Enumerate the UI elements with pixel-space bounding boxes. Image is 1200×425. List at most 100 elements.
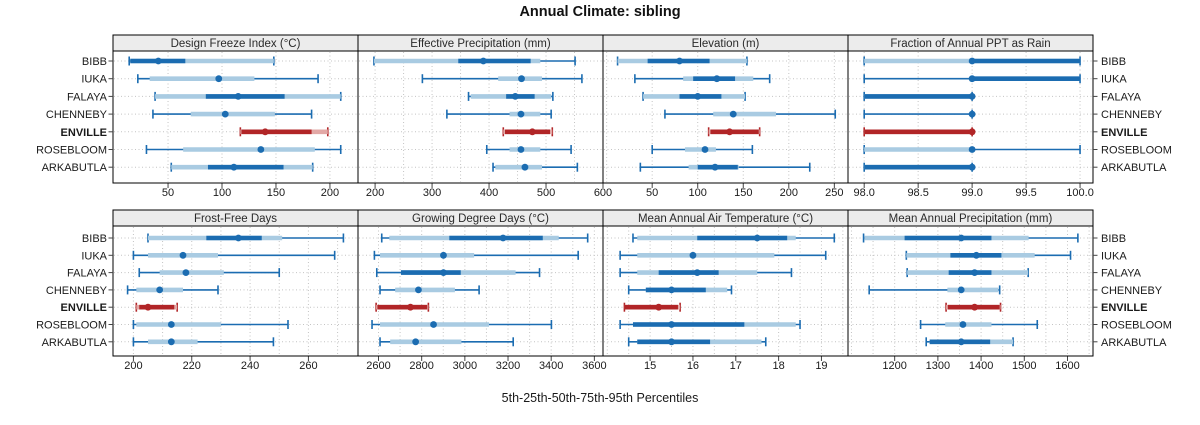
interval-row-falaya-3 xyxy=(863,91,976,101)
median-dot xyxy=(261,128,269,136)
axis-tick-label: 2600 xyxy=(366,360,390,372)
axis-tick-label: 100.0 xyxy=(1066,187,1094,199)
strip-title: Design Freeze Index (°C) xyxy=(171,38,301,50)
axis-tick-label: 1400 xyxy=(969,360,993,372)
interval-row-falaya-7 xyxy=(906,268,1029,278)
axis-tick-label: 3000 xyxy=(453,360,477,372)
median-dot xyxy=(729,110,737,118)
station-label-right-rosebloom: ROSEBLOOM xyxy=(1101,145,1172,157)
station-label-right-arkabutla: ARKABUTLA xyxy=(1101,162,1167,174)
station-label-right-iuka: IUKA xyxy=(1101,74,1127,86)
station-label-right-enville: ENVILLE xyxy=(1101,302,1147,314)
axis-tick-label: 98.0 xyxy=(853,187,874,199)
median-dot xyxy=(655,303,663,311)
axis-tick-label: 250 xyxy=(825,187,843,199)
median-dot xyxy=(499,234,507,242)
station-label-left-bibb: BIBB xyxy=(82,233,107,245)
interval-row-iuka-5 xyxy=(373,250,579,260)
interval-row-arkabutla-6 xyxy=(627,337,767,347)
axis-tick-label: 16 xyxy=(687,360,699,372)
strip-title: Elevation (m) xyxy=(692,38,760,50)
axis-tick-label: 1600 xyxy=(1055,360,1079,372)
interval-row-bibb-0 xyxy=(128,56,275,66)
interval-row-chenneby-0 xyxy=(152,109,313,119)
median-dot xyxy=(668,286,675,294)
station-label-left-chenneby: CHENNEBY xyxy=(46,109,108,121)
median-dot xyxy=(167,338,175,346)
median-dot xyxy=(713,75,721,83)
median-dot xyxy=(440,269,447,276)
interval-row-rosebloom-4 xyxy=(132,320,289,329)
median-dot xyxy=(235,234,242,242)
median-dot xyxy=(511,93,519,100)
interval-row-bibb-4 xyxy=(147,233,345,243)
interval-row-iuka-2 xyxy=(634,74,771,84)
station-label-right-bibb: BIBB xyxy=(1101,233,1126,245)
station-label-left-iuka: IUKA xyxy=(81,74,107,86)
interval-row-enville-2 xyxy=(707,127,761,137)
axis-tick-label: 100 xyxy=(213,187,231,199)
axis-tick-label: 150 xyxy=(267,187,285,199)
station-label-left-rosebloom: ROSEBLOOM xyxy=(36,145,107,157)
interval-row-enville-5 xyxy=(375,302,430,312)
strip-title: Growing Degree Days (°C) xyxy=(412,213,549,225)
panel-border xyxy=(357,225,604,357)
median-dot xyxy=(968,110,976,118)
strip-title: Mean Annual Air Temperature (°C) xyxy=(638,213,813,225)
panel-border xyxy=(847,50,1094,184)
interval-row-arkabutla-3 xyxy=(863,162,976,172)
axis-tick-label: 3600 xyxy=(582,360,606,372)
station-label-left-enville: ENVILLE xyxy=(61,302,107,314)
median-dot xyxy=(968,75,976,83)
median-dot xyxy=(521,163,529,171)
median-dot xyxy=(753,234,761,242)
station-label-right-falaya: FALAYA xyxy=(1101,91,1142,103)
axis-tick-label: 200 xyxy=(780,187,798,199)
axis-tick-label: 1300 xyxy=(926,360,950,372)
panel-border xyxy=(112,50,359,184)
interval-row-falaya-1 xyxy=(467,91,554,101)
interval-row-iuka-6 xyxy=(619,250,827,260)
station-label-left-rosebloom: ROSEBLOOM xyxy=(36,320,107,332)
interval-row-chenneby-1 xyxy=(446,109,552,119)
axis-tick-label: 500 xyxy=(537,187,555,199)
interval-row-rosebloom-2 xyxy=(651,145,754,154)
interval-row-falaya-4 xyxy=(138,268,281,278)
station-label-left-enville: ENVILLE xyxy=(61,127,107,139)
median-dot xyxy=(971,303,979,311)
interval-row-iuka-4 xyxy=(132,250,336,260)
station-label-left-bibb: BIBB xyxy=(82,56,107,68)
median-dot xyxy=(221,110,229,118)
median-dot xyxy=(182,269,190,276)
interval-row-rosebloom-7 xyxy=(919,320,1039,329)
axis-tick-label: 3400 xyxy=(539,360,563,372)
interval-row-rosebloom-1 xyxy=(485,145,572,154)
axis-tick-label: 1500 xyxy=(1012,360,1036,372)
median-dot xyxy=(154,57,162,65)
median-dot xyxy=(726,128,733,136)
median-dot xyxy=(407,303,414,311)
interval-row-rosebloom-6 xyxy=(619,320,801,329)
axis-tick-label: 220 xyxy=(183,360,201,372)
interval-row-bibb-7 xyxy=(862,233,1079,243)
interval-row-chenneby-4 xyxy=(126,285,219,295)
median-dot xyxy=(968,128,976,136)
interval-row-bibb-2 xyxy=(616,56,748,66)
interval-row-rosebloom-5 xyxy=(371,320,553,329)
interval-row-iuka-0 xyxy=(137,74,319,84)
axis-tick-label: 240 xyxy=(241,360,259,372)
station-label-left-chenneby: CHENNEBY xyxy=(46,285,108,297)
median-dot xyxy=(144,303,152,311)
median-dot xyxy=(668,321,675,328)
panel-border xyxy=(847,225,1094,357)
median-dot xyxy=(430,321,437,328)
interval-row-arkabutla-1 xyxy=(492,162,579,172)
interval-row-iuka-1 xyxy=(421,74,583,84)
interval-row-falaya-6 xyxy=(619,268,793,278)
median-dot xyxy=(412,338,420,346)
median-dot xyxy=(257,146,265,153)
station-label-right-iuka: IUKA xyxy=(1101,250,1127,262)
interval-row-enville-1 xyxy=(502,127,554,137)
axis-tick-label: 200 xyxy=(366,187,384,199)
